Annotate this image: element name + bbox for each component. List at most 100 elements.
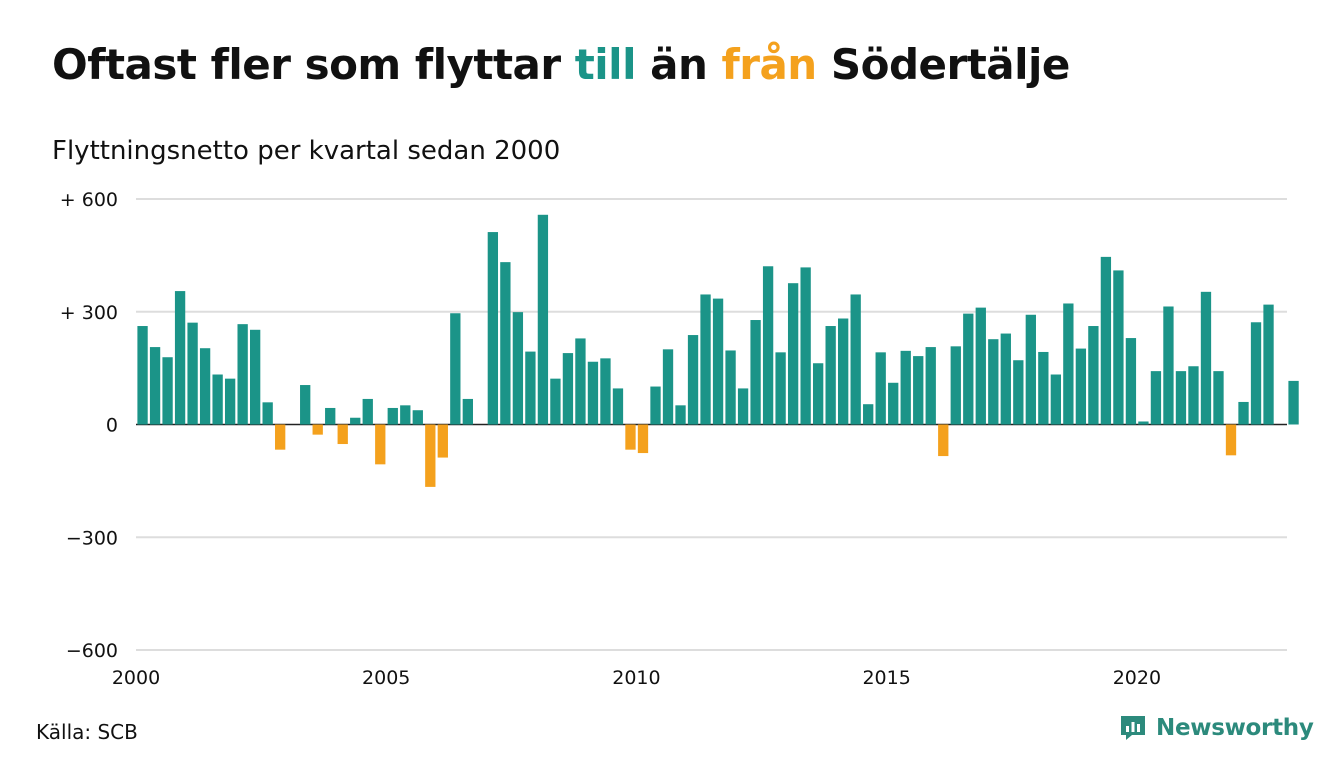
newsworthy-logo-icon (1121, 716, 1145, 740)
bar (612, 388, 624, 425)
bar (1038, 351, 1049, 425)
brand-logo: Newsworthy (1118, 713, 1314, 743)
bar (737, 388, 749, 425)
bar (525, 351, 536, 425)
bar (587, 361, 599, 425)
bar (174, 291, 186, 425)
bar (1213, 371, 1224, 425)
y-tick-label: + 300 (60, 302, 118, 324)
y-tick-label: 0 (106, 415, 118, 437)
bar (675, 405, 686, 425)
bar (637, 424, 649, 454)
title-part-2: än (635, 40, 722, 89)
bar (950, 346, 961, 425)
bar (300, 385, 311, 425)
bar (187, 322, 198, 425)
bar (250, 329, 261, 425)
bar (1100, 256, 1112, 425)
bar (237, 324, 248, 425)
x-tick-label: 2020 (1113, 667, 1161, 689)
bar (1188, 366, 1199, 425)
bar (750, 320, 761, 425)
bar (350, 417, 361, 425)
bar (1238, 401, 1249, 425)
bar (512, 312, 524, 425)
bar (450, 313, 461, 425)
bar (412, 410, 423, 425)
bar (212, 374, 223, 425)
bar (425, 424, 436, 487)
bar (1200, 291, 1212, 425)
bar (149, 347, 161, 425)
bar (1088, 326, 1099, 425)
bar (863, 404, 874, 425)
bar (712, 298, 724, 425)
x-axis-ticks: 2000 2005 2010 2015 2020 (112, 667, 1161, 689)
bar (925, 347, 936, 425)
bar (1075, 348, 1087, 425)
x-tick-label: 2015 (862, 667, 910, 689)
bar (825, 326, 836, 425)
bar (224, 378, 236, 425)
bar (362, 398, 373, 425)
bar (700, 294, 711, 425)
bar (1025, 314, 1036, 425)
bar (400, 405, 411, 425)
title-highlight-fran: från (721, 40, 817, 89)
bar (838, 318, 849, 425)
bar (437, 424, 448, 458)
bar (500, 262, 511, 425)
y-axis-ticks: + 600 + 300 0 −300 −600 (60, 189, 118, 662)
bar (1138, 421, 1149, 425)
bar (1063, 303, 1074, 425)
bar (550, 378, 561, 425)
bar (650, 386, 661, 425)
chart-subtitle: Flyttningsnetto per kvartal sedan 2000 (52, 136, 561, 166)
bar (1013, 360, 1024, 425)
bar (1113, 270, 1124, 425)
bar (1000, 333, 1011, 425)
bar (487, 232, 499, 425)
bar (888, 382, 899, 425)
bar (913, 356, 924, 425)
x-tick-label: 2010 (612, 667, 660, 689)
bar (575, 338, 586, 425)
bar (199, 348, 211, 425)
bar (1263, 304, 1274, 425)
bar (162, 357, 173, 425)
bar (462, 398, 473, 425)
bars (137, 214, 1299, 487)
bar (1175, 371, 1187, 425)
bar (325, 407, 336, 425)
bar (562, 353, 574, 425)
bar (662, 349, 674, 425)
x-tick-label: 2005 (362, 667, 410, 689)
bar (262, 402, 273, 425)
bar (1163, 306, 1174, 425)
bar (1288, 380, 1299, 425)
source-note: Källa: SCB (36, 720, 138, 744)
bar (762, 266, 774, 425)
bar (312, 424, 323, 435)
y-tick-label: + 600 (60, 189, 118, 211)
bar (600, 358, 611, 425)
bar (1125, 338, 1137, 425)
title-highlight-till: till (574, 40, 637, 89)
x-tick-label: 2000 (112, 667, 160, 689)
bar (975, 307, 986, 425)
bar (687, 335, 699, 425)
bar (787, 283, 799, 425)
title-part-3: Södertälje (816, 40, 1071, 89)
bar (963, 313, 974, 425)
bar (800, 267, 811, 425)
bar (375, 424, 386, 465)
y-tick-label: −300 (66, 527, 118, 549)
bar (1050, 374, 1061, 425)
bar (537, 214, 549, 425)
bar (988, 339, 999, 425)
bar (875, 352, 886, 425)
bar-chart: + 600 + 300 0 −300 −600 2000 2005 2010 2015 2020 (60, 189, 1299, 689)
bar (725, 350, 736, 425)
bar (137, 326, 148, 425)
title-part-1: Oftast fler som flyttar (52, 40, 575, 89)
